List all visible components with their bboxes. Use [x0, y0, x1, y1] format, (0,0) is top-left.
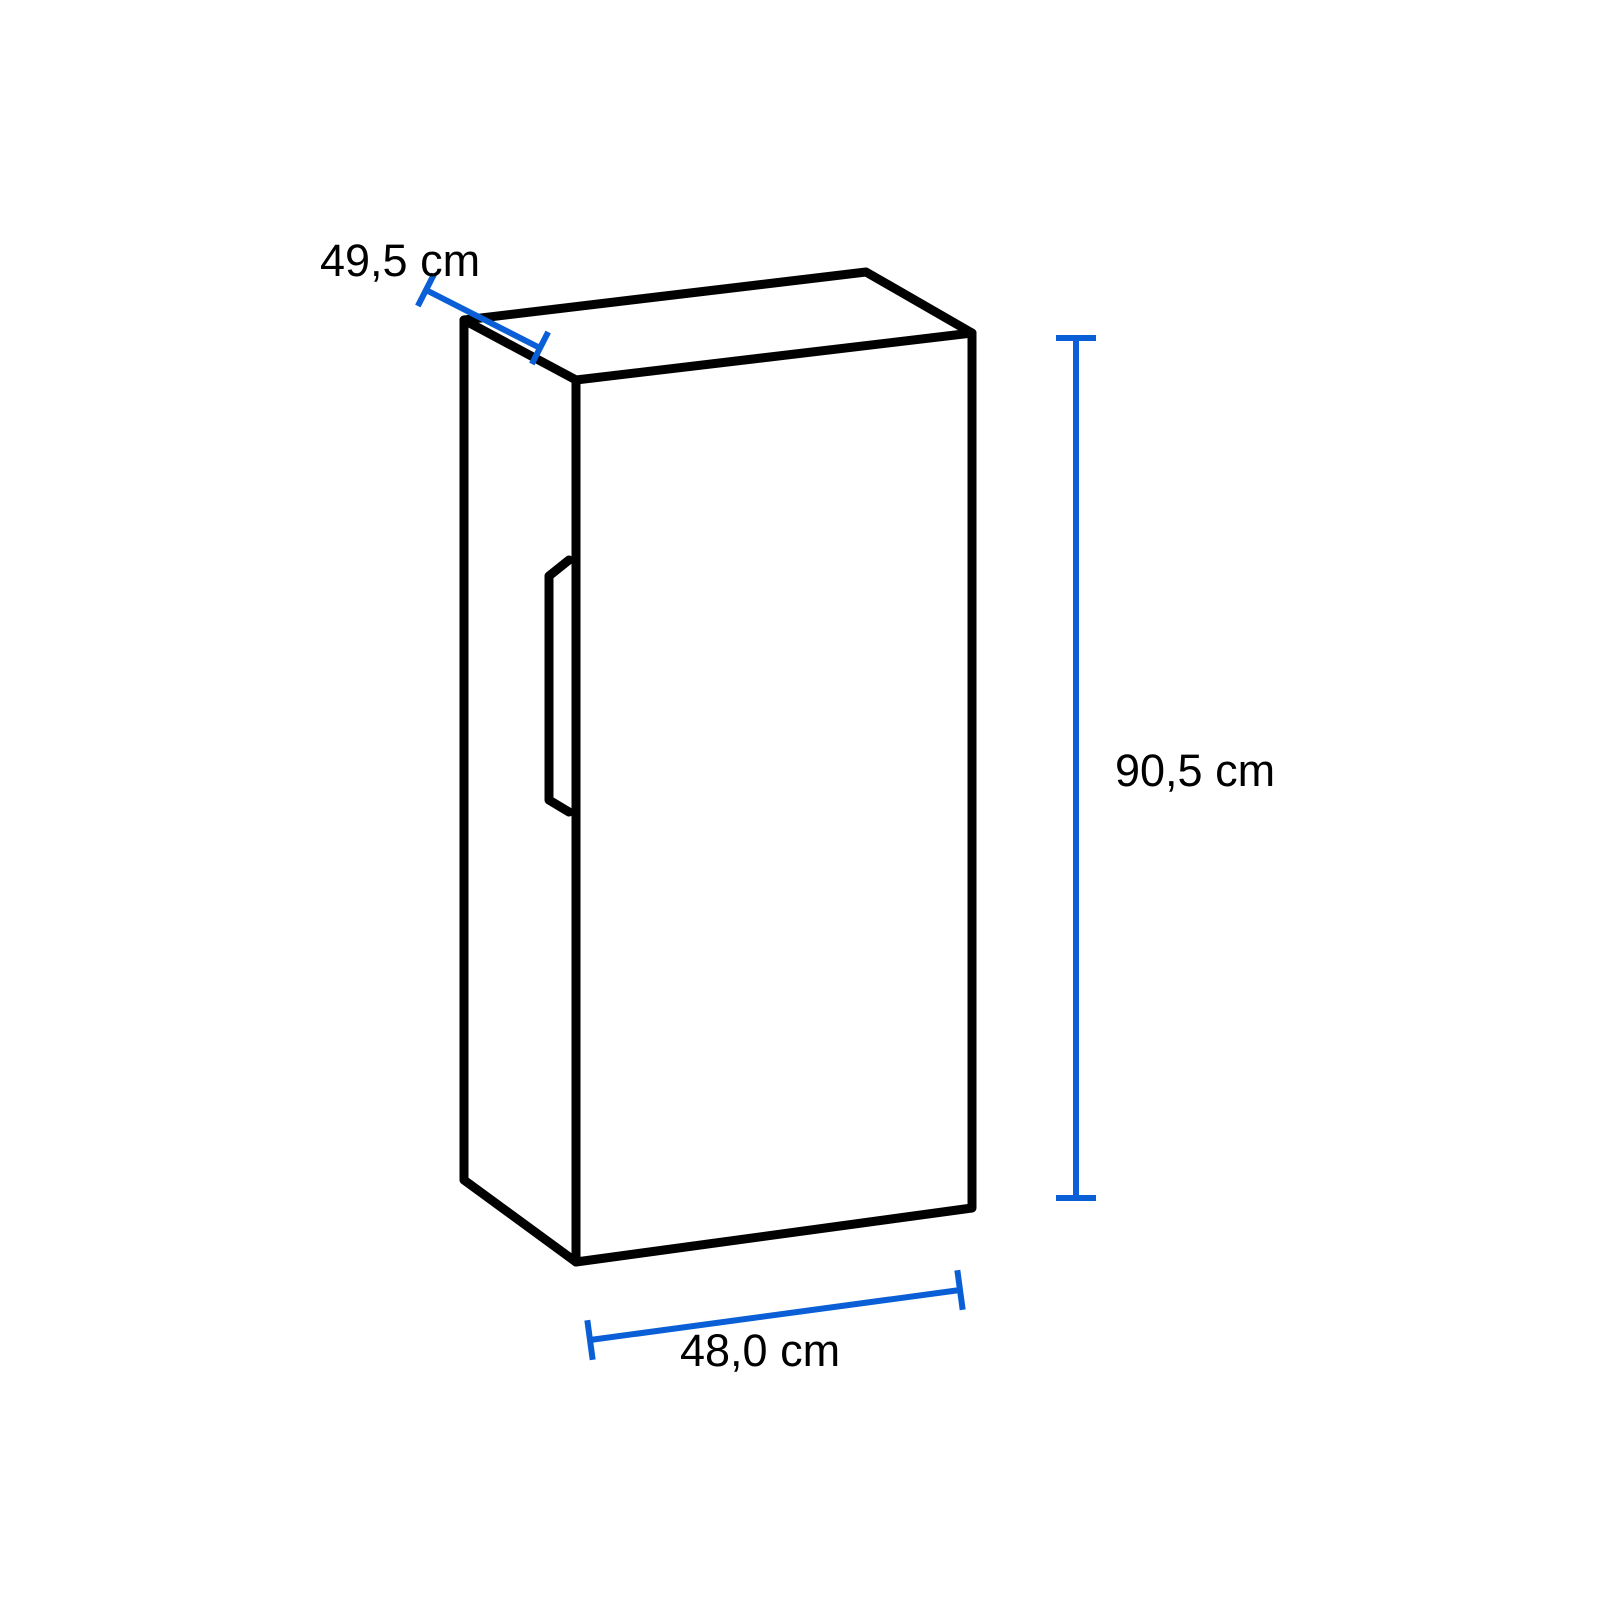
width-label: 48,0 cm	[680, 1325, 840, 1377]
height-label: 90,5 cm	[1115, 745, 1275, 797]
dimension-diagram: 49,5 cm 90,5 cm 48,0 cm	[0, 0, 1600, 1600]
depth-label: 49,5 cm	[320, 235, 480, 287]
